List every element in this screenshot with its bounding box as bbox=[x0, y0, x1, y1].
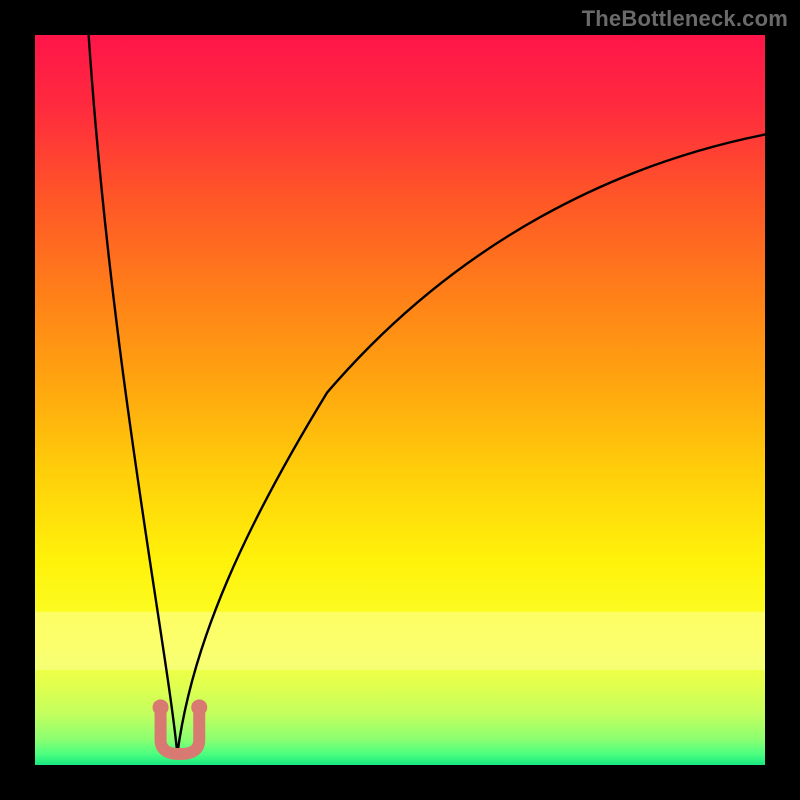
valley-marker-dot-right bbox=[191, 699, 207, 715]
pale-band bbox=[35, 612, 765, 670]
valley-marker-dot-left bbox=[153, 699, 169, 715]
chart-container: { "watermark": { "text": "TheBottleneck.… bbox=[0, 0, 800, 800]
bottleneck-chart bbox=[0, 0, 800, 800]
watermark-text: TheBottleneck.com bbox=[582, 6, 788, 32]
